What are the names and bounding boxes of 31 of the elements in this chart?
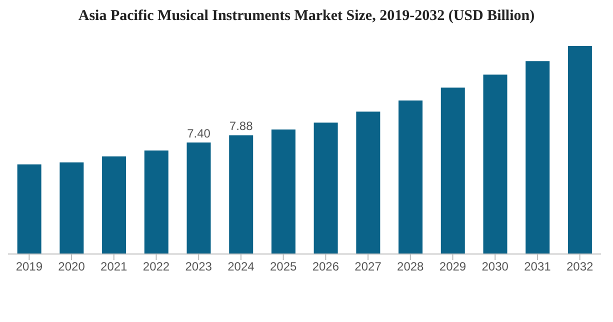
bar	[398, 100, 423, 254]
data-label: 7.88	[229, 119, 254, 134]
bar	[568, 46, 592, 254]
bar	[483, 74, 508, 254]
bar	[440, 88, 465, 254]
x-tick-label: 2030	[482, 260, 509, 274]
bar	[356, 112, 380, 254]
bar	[271, 130, 296, 254]
x-tick-label: 2027	[354, 260, 382, 274]
x-tick-label: 2023	[185, 260, 212, 274]
x-tick-label: 2032	[566, 260, 594, 274]
bar	[229, 135, 254, 254]
x-tick-label: 2021	[100, 260, 128, 274]
bar	[186, 142, 211, 254]
data-label: 7.40	[187, 126, 211, 140]
bar	[102, 156, 126, 254]
x-tick-label: 2026	[312, 260, 340, 274]
bar	[314, 122, 338, 254]
bar	[144, 150, 168, 254]
x-tick-label: 2019	[16, 260, 43, 274]
x-tick-label: 2031	[524, 260, 552, 274]
bar	[17, 164, 42, 254]
bar	[526, 61, 550, 254]
x-tick-label: 2020	[58, 260, 86, 274]
x-tick-label: 2024	[228, 260, 255, 274]
x-tick-label: 2022	[142, 260, 170, 274]
chart-title: Asia Pacific Musical Instruments Market Size, 2019-2032 (USD Billion)	[77, 8, 536, 26]
x-tick-label: 2025	[270, 260, 297, 274]
x-tick-label: 2029	[439, 260, 466, 274]
bar	[60, 162, 84, 254]
x-tick-label: 2028	[397, 260, 424, 274]
